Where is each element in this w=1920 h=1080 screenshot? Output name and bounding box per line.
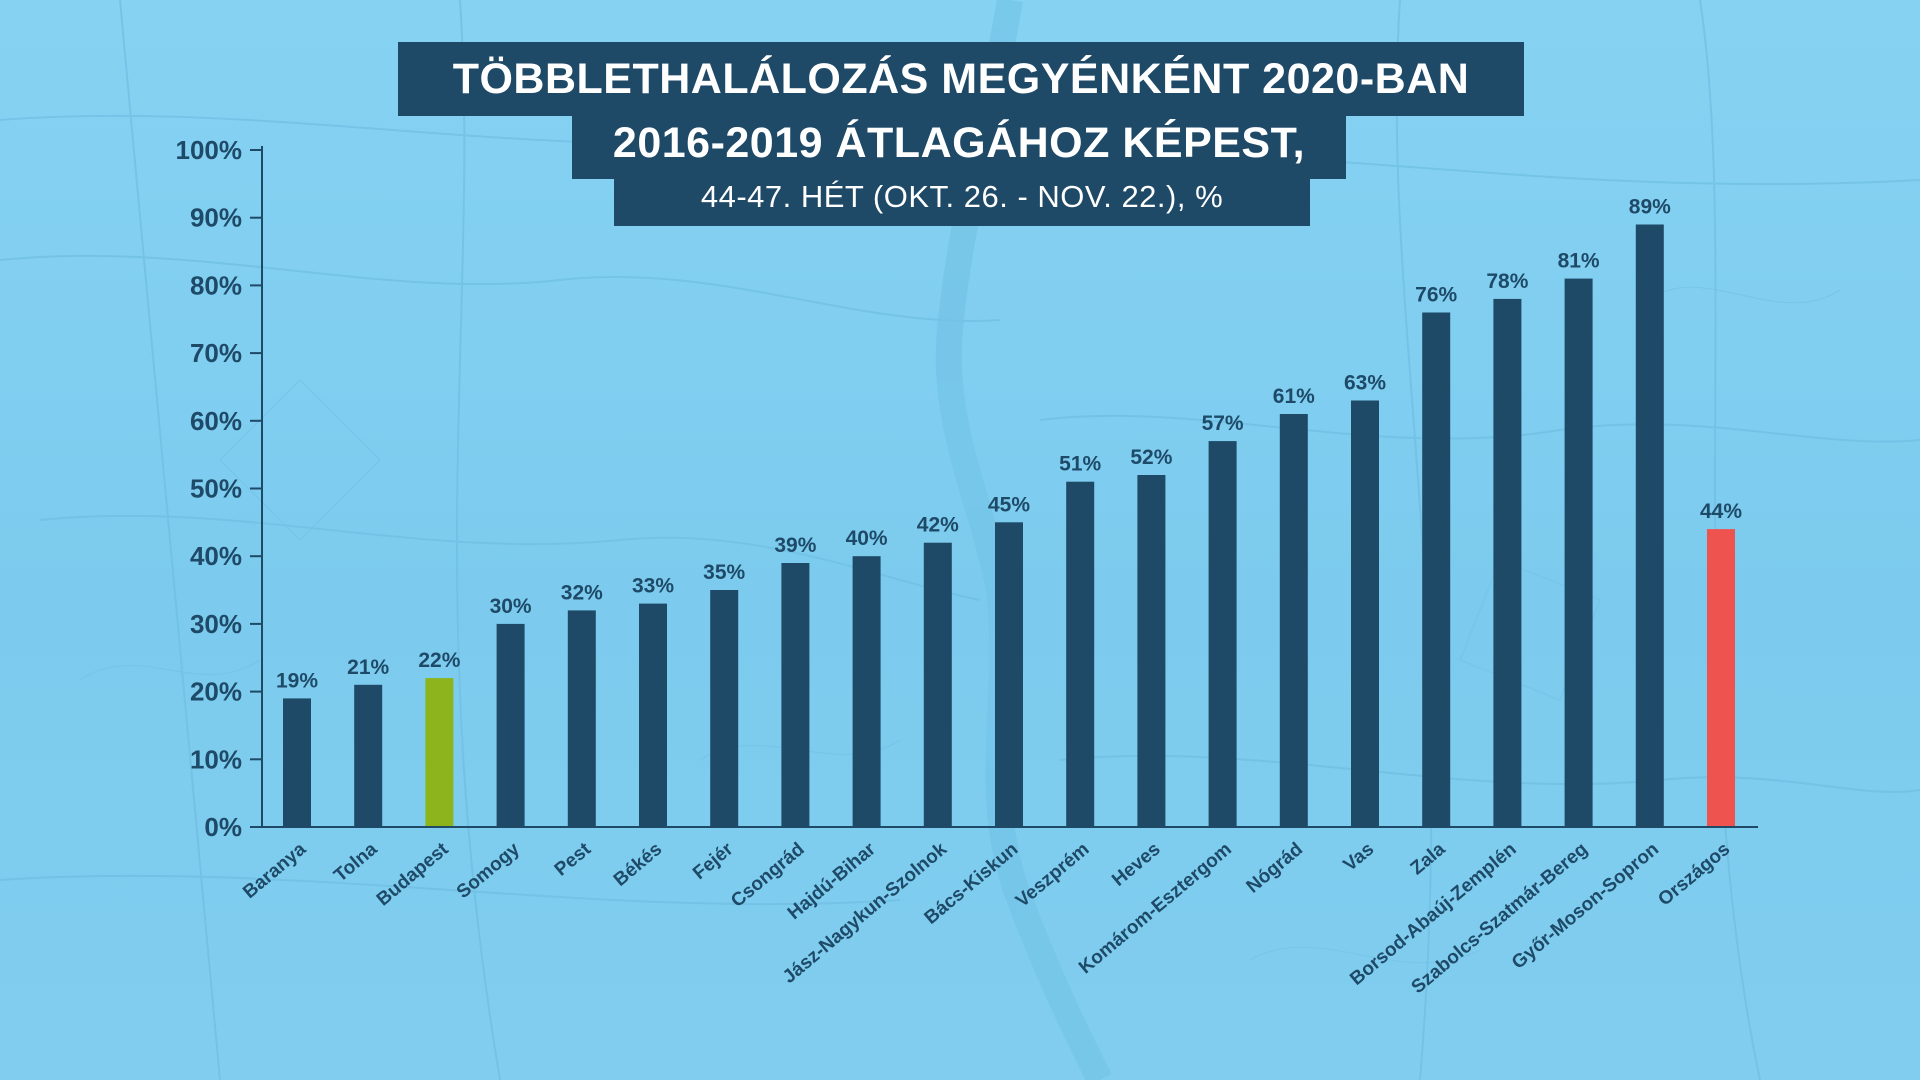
bar-szabolcs-szatmár-bereg <box>1564 278 1593 828</box>
value-label: 52% <box>1130 446 1172 469</box>
bar-somogy <box>496 623 525 827</box>
bar-heves <box>1137 475 1166 827</box>
bar-bács-kiskun <box>995 522 1023 827</box>
category-label: Nógrád <box>1243 839 1307 898</box>
y-tick-label: 40% <box>190 541 242 571</box>
value-label: 35% <box>703 561 745 584</box>
value-label: 89% <box>1629 196 1671 219</box>
value-label: 32% <box>561 581 603 604</box>
bar-győr-moson-sopron <box>1635 224 1664 827</box>
value-label: 78% <box>1486 270 1528 293</box>
bar-komárom-esztergom <box>1208 441 1237 827</box>
category-label: Békés <box>610 839 666 891</box>
value-label: 57% <box>1202 412 1244 435</box>
category-label: Zala <box>1407 838 1450 879</box>
value-label: 21% <box>347 656 389 679</box>
bar-országos <box>1707 529 1735 827</box>
category-label: Országos <box>1654 839 1734 911</box>
y-tick-label: 100% <box>176 135 243 165</box>
bar-vas <box>1351 400 1379 827</box>
value-label: 61% <box>1273 385 1315 408</box>
y-tick-label: 60% <box>190 406 242 436</box>
bar-zala <box>1422 312 1451 827</box>
category-label: Budapest <box>373 838 453 910</box>
category-label: Pest <box>551 838 596 880</box>
value-label: 42% <box>917 514 959 537</box>
category-label: Vas <box>1340 839 1379 876</box>
value-label: 22% <box>418 649 460 672</box>
bar-pest <box>567 610 596 827</box>
bar-csongrád <box>781 563 810 827</box>
bars <box>283 224 1735 828</box>
chart-subtitle: 44-47. HÉT (OKT. 26. - NOV. 22.), % <box>614 170 1310 226</box>
category-label: Fejér <box>689 838 738 884</box>
bar-veszprém <box>1066 481 1095 827</box>
value-label: 33% <box>632 575 674 598</box>
bar-borsod-abaúj-zemplén <box>1493 298 1522 827</box>
bar-jász-nagykun-szolnok <box>923 542 952 827</box>
value-label: 44% <box>1700 500 1742 523</box>
value-label: 45% <box>988 493 1030 516</box>
bar-békés <box>639 603 667 827</box>
bar-tolna <box>354 684 383 827</box>
y-tick-label: 30% <box>190 609 242 639</box>
y-tick-label: 90% <box>190 203 242 233</box>
value-label: 51% <box>1059 453 1101 476</box>
category-label: Heves <box>1108 839 1164 891</box>
category-label: Baranya <box>239 838 310 903</box>
category-label: Veszprém <box>1012 839 1093 912</box>
value-label: 19% <box>276 669 318 692</box>
value-label: 39% <box>774 534 816 557</box>
value-label: 63% <box>1344 372 1386 395</box>
y-tick-label: 50% <box>190 474 242 504</box>
bar-budapest <box>425 678 454 827</box>
value-labels: 19% 21% 22% 30% 32% 33% 35% 39% 40% 42% 45% 51% 52% 5… <box>276 196 1742 693</box>
value-label: 30% <box>490 595 532 618</box>
chart-title-line-2: 2016-2019 ÁTLAGÁHOZ KÉPEST, <box>572 107 1346 179</box>
bar-hajdú-bihar <box>852 556 881 827</box>
y-tick-label: 0% <box>204 812 242 842</box>
bar-baranya <box>283 698 311 827</box>
y-tick-label: 80% <box>190 270 242 300</box>
chart-title-block: TÖBBLETHALÁLOZÁS MEGYÉNKÉNT 2020-BAN 201… <box>0 0 1920 240</box>
y-tick-label: 10% <box>190 744 242 774</box>
value-label: 81% <box>1558 250 1600 273</box>
chart-title-line-1: TÖBBLETHALÁLOZÁS MEGYÉNKÉNT 2020-BAN <box>398 42 1524 116</box>
category-label: Tolna <box>330 838 382 886</box>
bar-nógrád <box>1279 414 1308 827</box>
y-tick-label: 20% <box>190 677 242 707</box>
category-label: Somogy <box>453 838 524 903</box>
y-tick-label: 70% <box>190 338 242 368</box>
value-label: 40% <box>846 527 888 550</box>
y-axis: 0% 10% 20% 30% 40% 50% 60% 70% 80% 90% 100% <box>176 135 263 842</box>
bar-fejér <box>710 590 739 827</box>
value-label: 76% <box>1415 284 1457 307</box>
